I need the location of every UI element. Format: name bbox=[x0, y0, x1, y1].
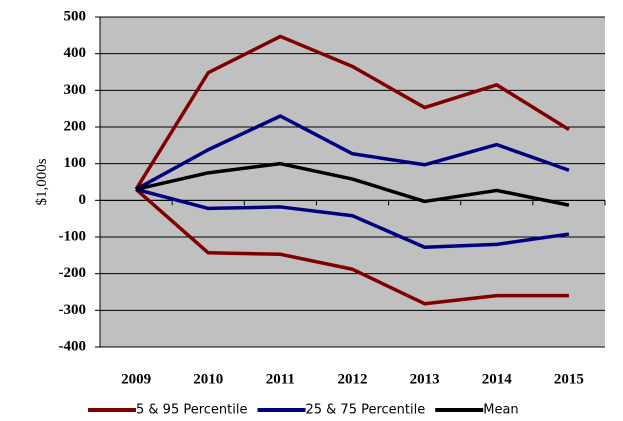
y-tick-label: -300 bbox=[59, 302, 87, 318]
legend-label: 5 & 95 Percentile bbox=[136, 403, 247, 418]
y-tick-label: 0 bbox=[79, 192, 87, 208]
y-tick-label: 500 bbox=[64, 8, 87, 24]
series-line bbox=[135, 187, 570, 250]
plot-area bbox=[100, 17, 605, 347]
x-tick-label: 2013 bbox=[410, 371, 440, 387]
x-tick-label: 2012 bbox=[338, 371, 368, 387]
series-line bbox=[135, 161, 570, 207]
x-tick-label: 2014 bbox=[482, 371, 513, 387]
legend-label: 25 & 75 Percentile bbox=[305, 403, 425, 418]
y-tick-label: 300 bbox=[64, 82, 87, 98]
y-tick-label: 100 bbox=[64, 155, 87, 171]
y-tick-label: -100 bbox=[59, 228, 87, 244]
x-tick-label: 2015 bbox=[554, 371, 584, 387]
series-line bbox=[134, 34, 570, 191]
y-axis-title: $1,000s bbox=[34, 158, 50, 205]
x-tick-label: 2009 bbox=[121, 371, 151, 387]
y-tick-label: -400 bbox=[59, 338, 87, 354]
x-tick-label: 2010 bbox=[193, 371, 223, 387]
series-line bbox=[135, 114, 570, 191]
legend-label: Mean bbox=[483, 403, 518, 418]
y-tick-label: 200 bbox=[64, 118, 87, 134]
y-tick-label: 400 bbox=[64, 45, 87, 61]
x-tick-label: 2011 bbox=[266, 371, 295, 387]
series-line bbox=[134, 188, 569, 306]
y-tick-label: -200 bbox=[59, 265, 87, 281]
